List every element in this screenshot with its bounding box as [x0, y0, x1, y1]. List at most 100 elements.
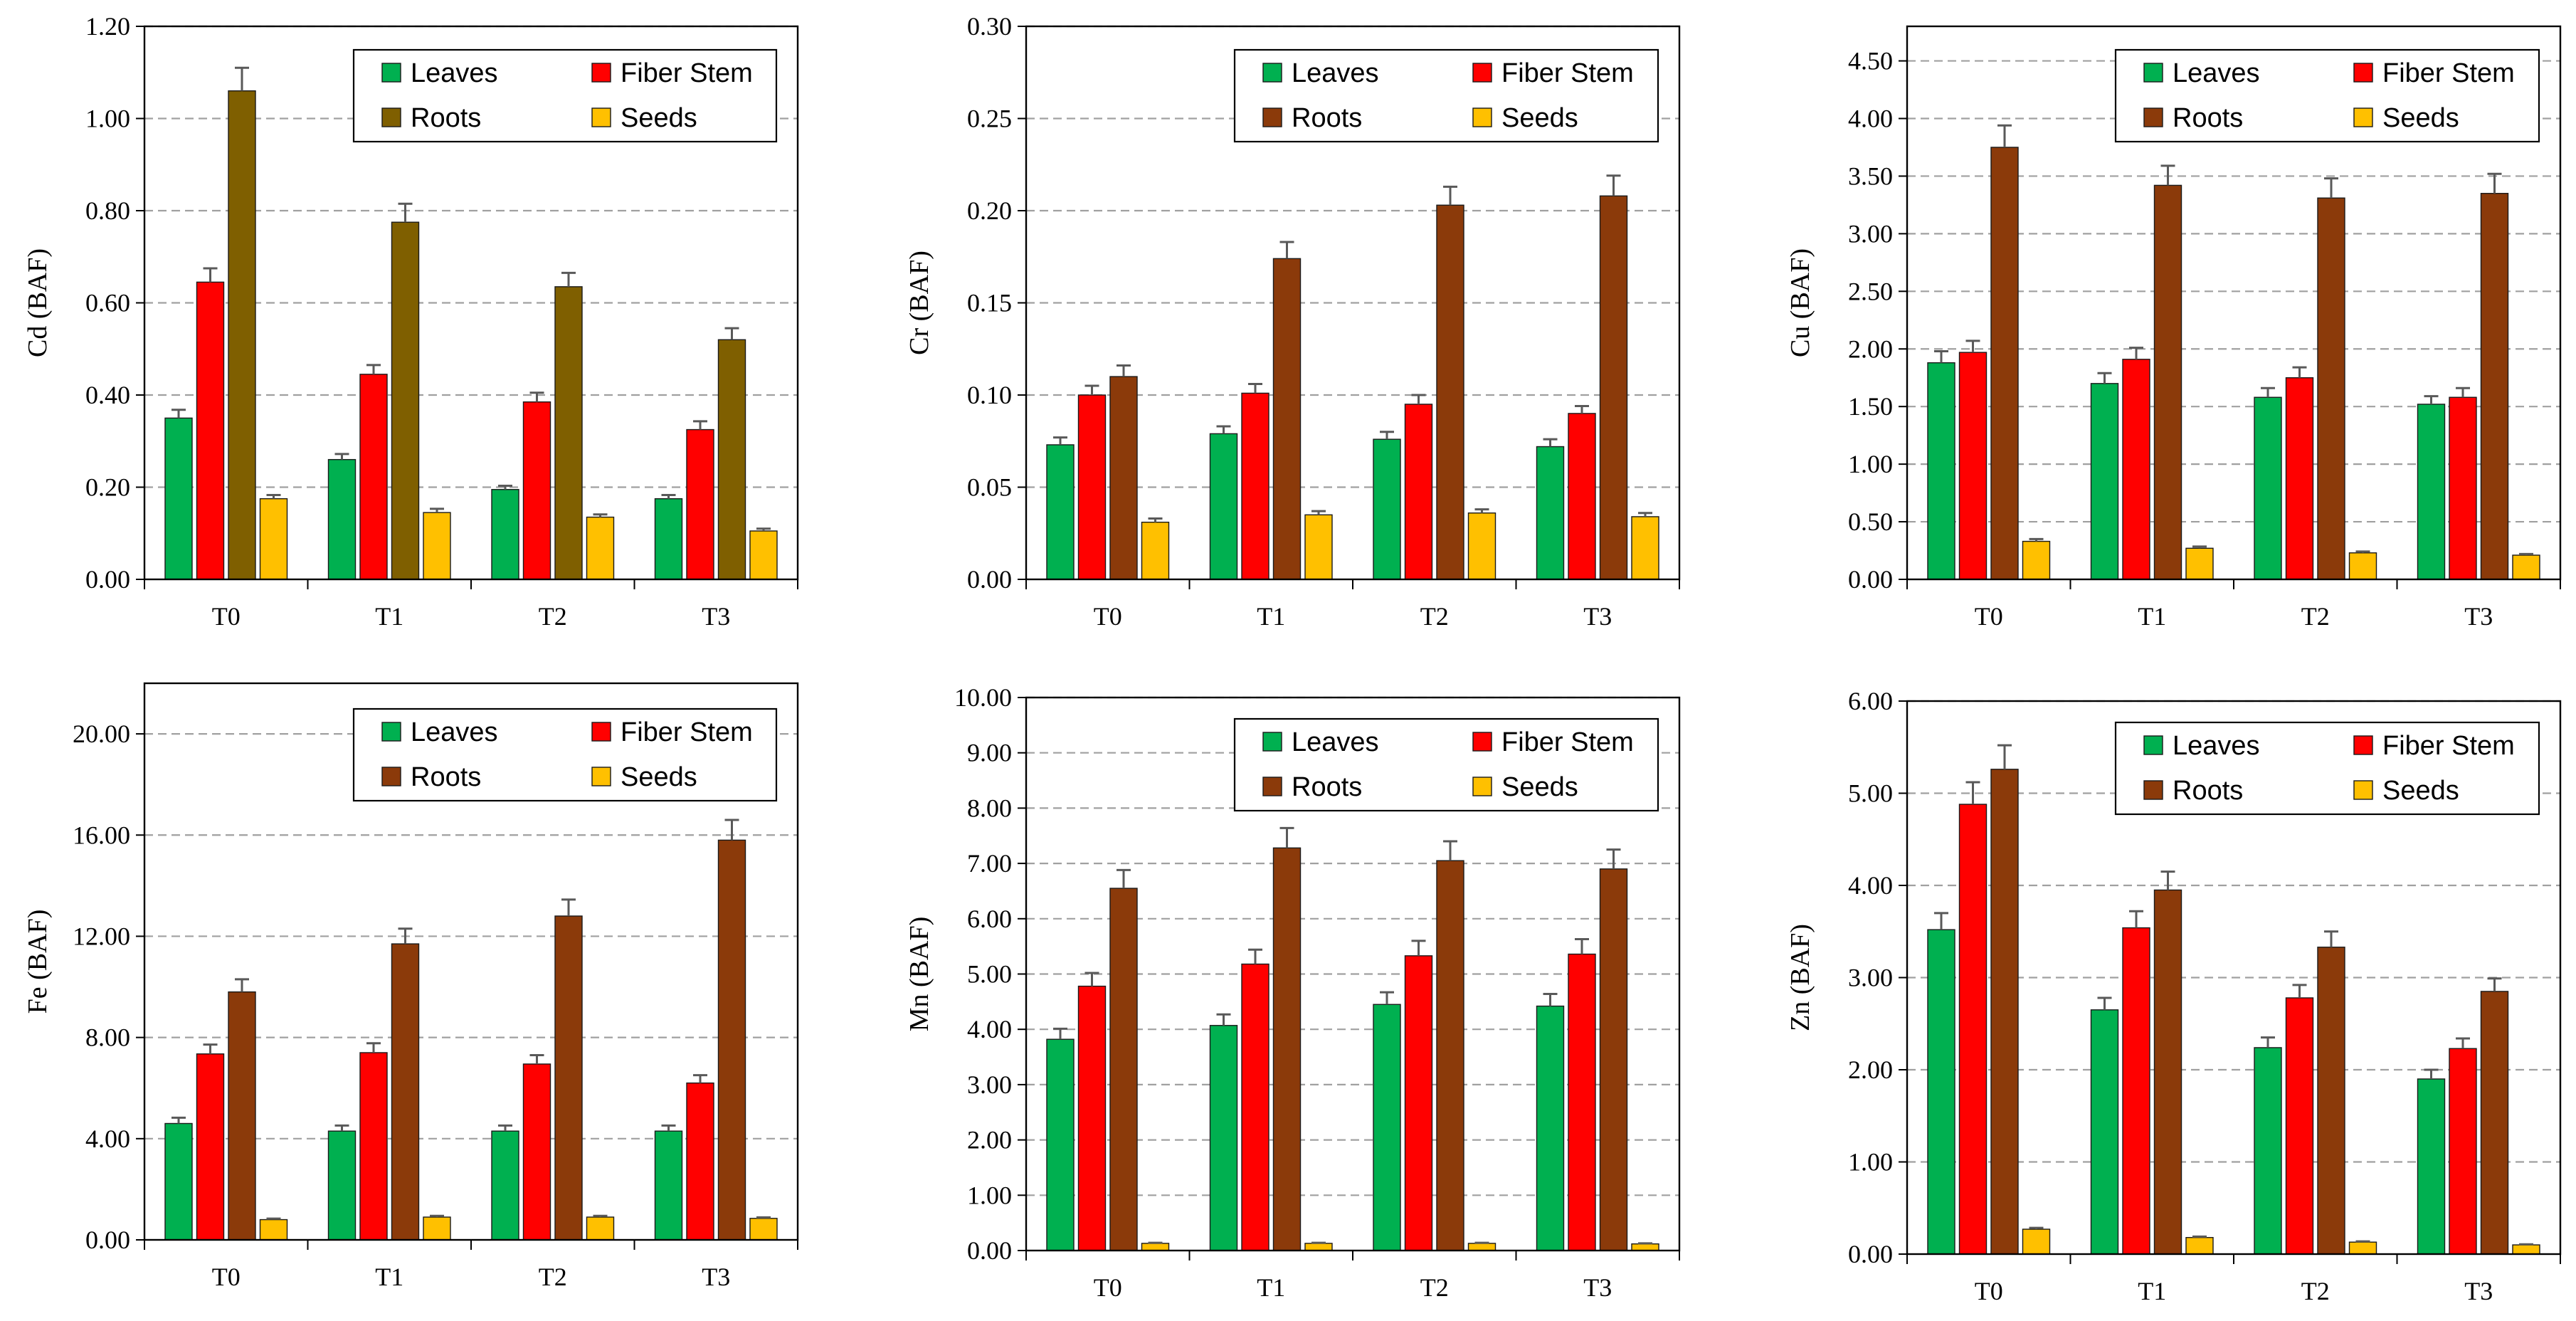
legend-box	[2114, 721, 2540, 816]
bar-leaves-t3	[2417, 404, 2446, 580]
error-bar	[2487, 977, 2502, 991]
y-tick-label: 0.20	[967, 196, 1012, 225]
error-bar	[2261, 1036, 2275, 1048]
x-tick-label: T1	[1257, 602, 1285, 631]
error-bar	[334, 1124, 349, 1132]
legend-box	[1233, 48, 1659, 143]
y-tick-label: 0.00	[967, 565, 1012, 594]
error-bar	[1638, 1242, 1652, 1245]
bar-fiber-stem-t3	[2449, 396, 2477, 580]
bar-fiber-stem-t1	[1241, 963, 1269, 1251]
bar-fiber-stem-t0	[1077, 985, 1107, 1251]
bar-roots-t3	[717, 839, 746, 1241]
error-bar	[235, 66, 249, 91]
legend-swatch-roots	[381, 107, 401, 127]
chart-panel-cd: 0.00 0.20 0.40 0.60 0.80 1.00 1.20 T0 T1 T2 T3 Cd (…	[23, 12, 799, 631]
error-bar	[529, 1054, 544, 1064]
x-tick-label: T3	[702, 1263, 730, 1291]
x-tick-label: T3	[2464, 1277, 2493, 1305]
bar-fiber-stem-t2	[2285, 377, 2314, 580]
legend-box	[2114, 48, 2540, 143]
error-bar	[1084, 972, 1099, 986]
legend-swatch-seeds	[2353, 780, 2373, 800]
y-axis-label: Cu (BAF)	[1785, 248, 1815, 357]
y-axis-label: Mn (BAF)	[904, 917, 934, 1032]
y-tick-label: 0.40	[85, 381, 130, 409]
legend-label: Fiber Stem	[2382, 731, 2515, 761]
y-tick-label: 0.25	[967, 105, 1012, 133]
error-bar	[2097, 372, 2112, 384]
y-tick-label: 6.00	[1848, 687, 1893, 715]
bar-fiber-stem-t1	[1241, 392, 1269, 580]
x-tick-label: T0	[212, 1263, 241, 1291]
legend-box	[1233, 717, 1659, 812]
bar-fiber-stem-t2	[2285, 997, 2314, 1255]
bar-seeds-t3	[1631, 1243, 1659, 1251]
bar-fiber-stem-t3	[686, 1082, 714, 1241]
error-bar	[529, 391, 544, 402]
legend-swatch-seeds	[2353, 107, 2373, 127]
bar-seeds-t3	[2512, 1244, 2540, 1255]
x-tick-label: T0	[212, 602, 241, 631]
bar-fiber-stem-t2	[1404, 955, 1433, 1251]
bar-roots-t0	[1990, 769, 2019, 1255]
y-tick-label: 3.50	[1848, 162, 1893, 190]
legend-swatch-roots	[381, 767, 401, 786]
y-axis-label: Cd (BAF)	[23, 248, 53, 357]
error-bar	[266, 494, 281, 499]
bar-leaves-t0	[1927, 929, 1955, 1255]
legend-box	[352, 707, 778, 802]
error-bar	[1443, 185, 1457, 206]
error-bar	[724, 327, 739, 340]
bar-roots-t2	[1436, 204, 1464, 580]
bar-fiber-stem-t3	[1568, 953, 1596, 1251]
y-tick-label: 0.00	[85, 1226, 130, 1254]
error-bar	[561, 271, 576, 287]
bar-seeds-t0	[1141, 522, 1170, 580]
bar-leaves-t2	[2254, 1047, 2282, 1255]
error-bar	[1216, 1013, 1231, 1026]
bar-seeds-t0	[259, 498, 288, 580]
y-tick-label: 4.00	[1848, 871, 1893, 900]
legend-label: Fiber Stem	[621, 717, 753, 747]
bar-roots-t1	[1272, 847, 1302, 1251]
bar-roots-t0	[1109, 888, 1138, 1251]
error-bar	[1997, 124, 2012, 147]
y-tick-label: 2.00	[1848, 335, 1893, 363]
bar-seeds-t0	[2022, 540, 2051, 580]
x-tick-label: T3	[2464, 602, 2493, 631]
bar-fiber-stem-t0	[196, 281, 225, 580]
bar-leaves-t0	[164, 417, 193, 580]
error-bar	[1997, 744, 2012, 769]
error-bar	[2029, 537, 2044, 542]
bar-leaves-t3	[2417, 1078, 2446, 1255]
error-bar	[1248, 382, 1262, 394]
bar-roots-t1	[391, 943, 420, 1241]
error-bar	[661, 494, 676, 499]
y-tick-label: 3.00	[1848, 964, 1893, 992]
y-tick-label: 2.50	[1848, 277, 1893, 305]
x-tick-label: T2	[539, 1263, 567, 1291]
x-tick-label: T2	[1420, 602, 1449, 631]
y-tick-label: 0.00	[967, 1236, 1012, 1265]
bar-leaves-t2	[1373, 438, 1401, 580]
bar-leaves-t1	[327, 458, 357, 580]
bar-roots-t1	[391, 221, 420, 580]
error-bar	[1279, 241, 1294, 259]
error-bar	[2261, 386, 2275, 398]
error-bar	[398, 927, 413, 944]
bar-fiber-stem-t1	[359, 1052, 388, 1241]
error-bar	[1380, 991, 1394, 1005]
bar-leaves-t1	[327, 1130, 357, 1241]
error-bar	[2292, 984, 2307, 998]
bar-roots-t2	[554, 915, 583, 1241]
x-tick-label: T2	[539, 602, 567, 631]
legend-label: Leaves	[2173, 58, 2260, 88]
y-axis-label: Zn (BAF)	[1785, 924, 1815, 1031]
error-bar	[1965, 340, 1980, 353]
bar-seeds-t2	[2348, 552, 2377, 580]
legend-label: Seeds	[621, 103, 697, 133]
legend-swatch-fiber-stem	[2353, 63, 2373, 83]
bar-seeds-t0	[259, 1219, 288, 1241]
y-tick-label: 5.00	[1848, 779, 1893, 808]
